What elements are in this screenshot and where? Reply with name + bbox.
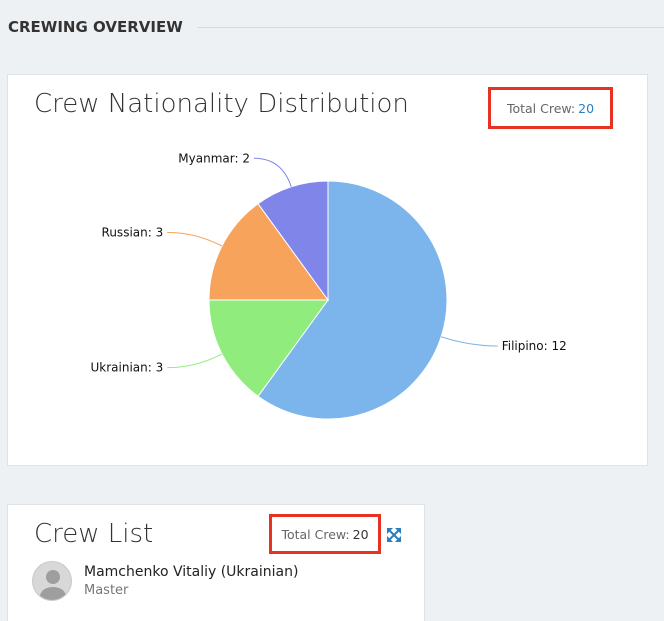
crew-rank: Master xyxy=(84,583,129,598)
pie-connector-russian xyxy=(167,231,223,247)
section-header: CREWING OVERVIEW xyxy=(8,18,183,36)
crew-list-total-value: 20 xyxy=(352,526,369,542)
crew-list-total-label: Total Crew: xyxy=(281,526,350,542)
pie-connector-ukrainian xyxy=(167,353,223,369)
avatar xyxy=(32,561,72,601)
crew-name: Mamchenko Vitaliy (Ukrainian) xyxy=(84,564,299,580)
nationality-pie-chart: Filipino: 12 Ukrainian: 3 Russian: 3 Myanma… xyxy=(90,151,567,420)
crew-list-title: Crew List xyxy=(34,519,154,549)
nationality-total-value[interactable]: 20 xyxy=(578,100,595,116)
pie-label-myanmar: Myanmar: 2 xyxy=(178,151,250,165)
pie-label-russian: Russian: 3 xyxy=(102,225,164,239)
crew-list-total-crew: Total Crew: 20 xyxy=(269,514,381,554)
pie-slice-russian[interactable] xyxy=(208,203,329,301)
pie-slice-myanmar[interactable] xyxy=(257,180,329,302)
pie-connector-filipino xyxy=(441,336,498,347)
header-divider xyxy=(198,27,664,28)
expand-arrows-icon[interactable] xyxy=(386,527,402,543)
nationality-total-crew: Total Crew: 20 xyxy=(488,87,613,129)
crew-list-card: Crew List Total Crew: 20 Mamchenko Vital… xyxy=(7,504,425,621)
nationality-total-label: Total Crew: xyxy=(506,100,576,116)
nationality-card-title: Crew Nationality Distribution xyxy=(34,89,409,119)
pie-label-ukrainian: Ukrainian: 3 xyxy=(90,361,163,375)
nationality-distribution-card: Crew Nationality Distribution Total Crew… xyxy=(7,74,648,466)
pie-connector-myanmar xyxy=(253,157,292,187)
user-silhouette-icon xyxy=(39,570,67,600)
pie-slice-ukrainian[interactable] xyxy=(208,299,329,397)
pie-label-filipino: Filipino: 12 xyxy=(502,339,567,353)
crew-list-item[interactable]: Mamchenko Vitaliy (Ukrainian) Master xyxy=(32,561,298,601)
